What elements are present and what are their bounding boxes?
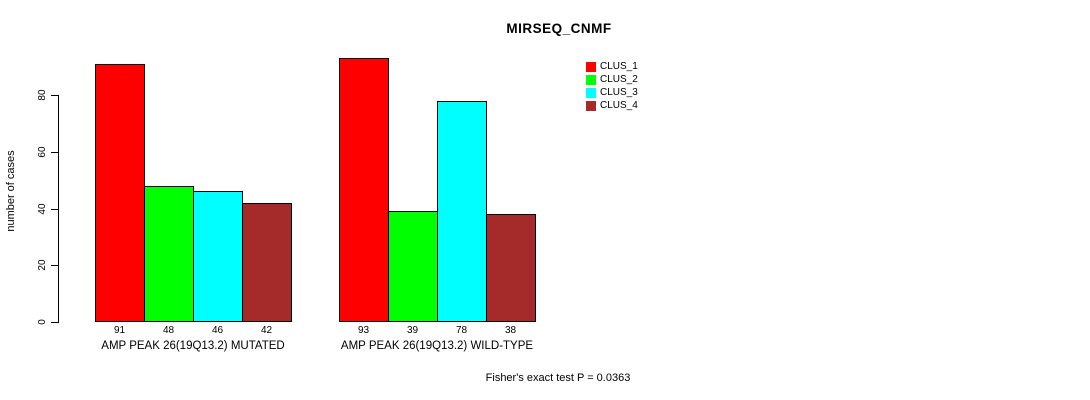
y-axis-line: [58, 95, 59, 323]
bar-clus_4-group2: [486, 214, 536, 322]
legend-label: CLUS_3: [600, 87, 638, 98]
y-tick-label: 20: [37, 259, 48, 271]
legend-label: CLUS_4: [600, 100, 638, 111]
bar-value-label: 42: [260, 325, 273, 336]
bar-value-label: 48: [162, 325, 175, 336]
legend-label: CLUS_1: [600, 61, 638, 72]
legend-item-clus_2: CLUS_2: [586, 75, 638, 85]
y-tick-label: 60: [37, 146, 48, 158]
y-tick-label: 80: [37, 89, 48, 101]
legend-item-clus_4: CLUS_4: [586, 101, 638, 111]
bar-clus_1-group2: [339, 58, 389, 322]
y-tick: [51, 322, 58, 323]
chart-title: MIRSEQ_CNMF: [506, 21, 612, 36]
legend-label: CLUS_2: [600, 74, 638, 85]
bar-value-label: 46: [211, 325, 224, 336]
bar-clus_3-group1: [193, 191, 243, 322]
bar-clus_4-group1: [242, 202, 292, 322]
legend: CLUS_1 CLUS_2 CLUS_3 CLUS_4: [586, 62, 638, 114]
footer-annotation: Fisher's exact test P = 0.0363: [485, 372, 631, 384]
legend-swatch: [586, 88, 596, 98]
legend-swatch: [586, 75, 596, 85]
bar-clus_3-group2: [437, 100, 487, 322]
y-tick: [51, 151, 58, 153]
y-tick-label: 40: [37, 202, 48, 215]
y-axis-label: number of cases: [5, 150, 17, 232]
legend-item-clus_3: CLUS_3: [586, 88, 638, 98]
bar-value-label: 38: [504, 325, 517, 336]
y-tick: [51, 208, 58, 210]
legend-swatch: [586, 62, 596, 72]
y-tick-label: 0: [37, 319, 48, 325]
legend-item-clus_1: CLUS_1: [586, 62, 638, 72]
bar-value-label: 93: [357, 325, 370, 336]
bar-value-label: 78: [455, 325, 468, 336]
bar-clus_2-group1: [144, 185, 194, 322]
legend-swatch: [586, 101, 596, 111]
group-label: AMP PEAK 26(19Q13.2) WILD-TYPE: [340, 340, 534, 352]
bar-clus_2-group2: [388, 211, 438, 322]
y-tick: [51, 95, 58, 96]
bar-clus_1-group1: [95, 63, 145, 322]
y-tick: [51, 265, 58, 267]
group-label: AMP PEAK 26(19Q13.2) MUTATED: [101, 340, 285, 352]
bar-value-label: 91: [113, 325, 126, 336]
bar-value-label: 39: [406, 325, 419, 336]
